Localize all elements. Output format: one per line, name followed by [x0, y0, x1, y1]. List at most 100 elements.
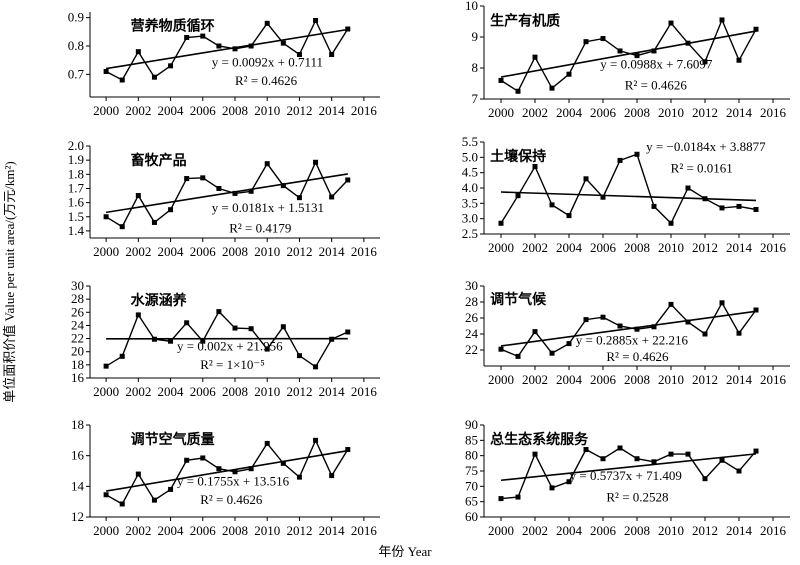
- r-squared: R² = 0.2528: [606, 489, 668, 504]
- x-tick-label: 2002: [125, 244, 151, 259]
- data-point: [200, 338, 206, 344]
- y-tick-label: 8: [472, 60, 479, 75]
- data-point: [232, 46, 238, 52]
- x-tick-label: 2008: [222, 244, 248, 259]
- data-point: [651, 459, 657, 465]
- panel-title: 总生态系统服务: [490, 431, 589, 448]
- data-point: [313, 364, 319, 370]
- panel-3: 1.41.51.61.71.81.92.0 2000 2002 2004 2006 200…: [68, 138, 380, 259]
- y-tick-label: 18: [71, 357, 84, 372]
- data-point: [532, 54, 538, 60]
- x-tick-label: 2016: [760, 105, 787, 120]
- trend-equation: y = 0.2885x + 22.216: [576, 332, 689, 347]
- y-tick-label: 20: [71, 344, 84, 359]
- data-point: [549, 85, 555, 91]
- x-tick-label: 2012: [286, 244, 312, 259]
- data-point: [248, 466, 254, 472]
- data-point: [329, 52, 335, 57]
- y-tick-label: 5.0: [462, 149, 478, 164]
- series-line: [105, 310, 349, 368]
- data-point: [532, 329, 538, 335]
- data-point: [184, 320, 190, 326]
- data-point: [329, 473, 335, 479]
- data-point: [702, 476, 708, 482]
- y-tick-label: 2.0: [68, 138, 84, 153]
- x-tick-label: 2008: [624, 523, 650, 538]
- data-point: [313, 437, 319, 443]
- data-point: [515, 88, 521, 94]
- x-tick-label: 2006: [590, 240, 617, 255]
- y-tick-label: 24: [71, 317, 85, 332]
- data-point: [515, 494, 521, 500]
- y-tick-label: 3.5: [462, 195, 478, 210]
- data-point: [600, 456, 606, 462]
- y-tick-label: 70: [465, 478, 478, 493]
- data-point: [200, 33, 206, 39]
- x-tick-label: 2010: [254, 384, 280, 399]
- y-tick-label: 5.5: [462, 134, 478, 149]
- x-tick-label: 2014: [726, 523, 753, 538]
- data-point: [736, 468, 742, 474]
- data-point: [532, 451, 538, 457]
- x-tick-label: 2004: [158, 103, 185, 118]
- series-line: [500, 447, 757, 500]
- y-tick-label: 0.9: [68, 10, 84, 25]
- data-point: [736, 330, 742, 336]
- y-tick-label: 90: [465, 417, 478, 432]
- series-line: [500, 301, 757, 358]
- data-point: [668, 301, 674, 307]
- data-point: [736, 57, 742, 63]
- data-point: [345, 329, 351, 335]
- series-line: [105, 18, 349, 81]
- data-point: [248, 43, 254, 49]
- data-point: [151, 74, 157, 80]
- data-point: [583, 447, 589, 453]
- x-tick-label: 2002: [522, 105, 548, 120]
- data-point: [736, 203, 742, 209]
- r-squared: R² = 0.4626: [625, 78, 688, 93]
- data-point: [685, 185, 691, 191]
- trend-equation: y = 0.0988x + 7.6097: [600, 56, 713, 71]
- x-tick-label: 2004: [556, 105, 583, 120]
- y-tick-label: 16: [71, 448, 85, 463]
- r-squared: R² = 0.4179: [229, 220, 291, 235]
- data-point: [634, 151, 640, 157]
- data-point: [345, 26, 351, 32]
- data-point: [345, 177, 351, 183]
- x-tick-label: 2012: [692, 523, 718, 538]
- series-line: [105, 160, 349, 228]
- data-point: [119, 353, 125, 359]
- y-tick-label: 18: [71, 417, 84, 432]
- data-point: [151, 336, 157, 342]
- y-tick-label: 9: [472, 29, 479, 44]
- data-point: [264, 161, 270, 167]
- x-tick-label: 2000: [488, 372, 514, 387]
- y-tick-label: 14: [71, 478, 85, 493]
- data-point: [168, 338, 174, 344]
- data-point: [232, 469, 238, 475]
- y-tick-label: 7: [472, 91, 479, 106]
- x-tick-label: 2006: [190, 244, 217, 259]
- x-tick-label: 2002: [125, 384, 151, 399]
- y-tick-label: 30: [465, 278, 478, 293]
- data-point: [135, 312, 141, 318]
- data-point: [685, 40, 691, 46]
- data-point: [532, 164, 538, 170]
- r-squared: R² = 0.4626: [235, 73, 298, 88]
- y-tick-label: 1.5: [68, 209, 84, 224]
- trend-line: [500, 191, 757, 202]
- y-tick-label: 4.5: [462, 165, 478, 180]
- data-point: [719, 457, 725, 463]
- y-tick-label: 28: [465, 294, 478, 309]
- panel-title: 畜牧产品: [131, 152, 187, 169]
- x-tick-label: 2016: [351, 244, 378, 259]
- y-tick-label: 1.8: [68, 166, 84, 181]
- y-tick-label: 75: [465, 463, 478, 478]
- data-point: [200, 455, 206, 461]
- data-point: [685, 319, 691, 325]
- data-point: [329, 336, 335, 342]
- x-tick-label: 2012: [286, 103, 312, 118]
- x-tick-label: 2012: [692, 372, 718, 387]
- data-point: [583, 176, 589, 182]
